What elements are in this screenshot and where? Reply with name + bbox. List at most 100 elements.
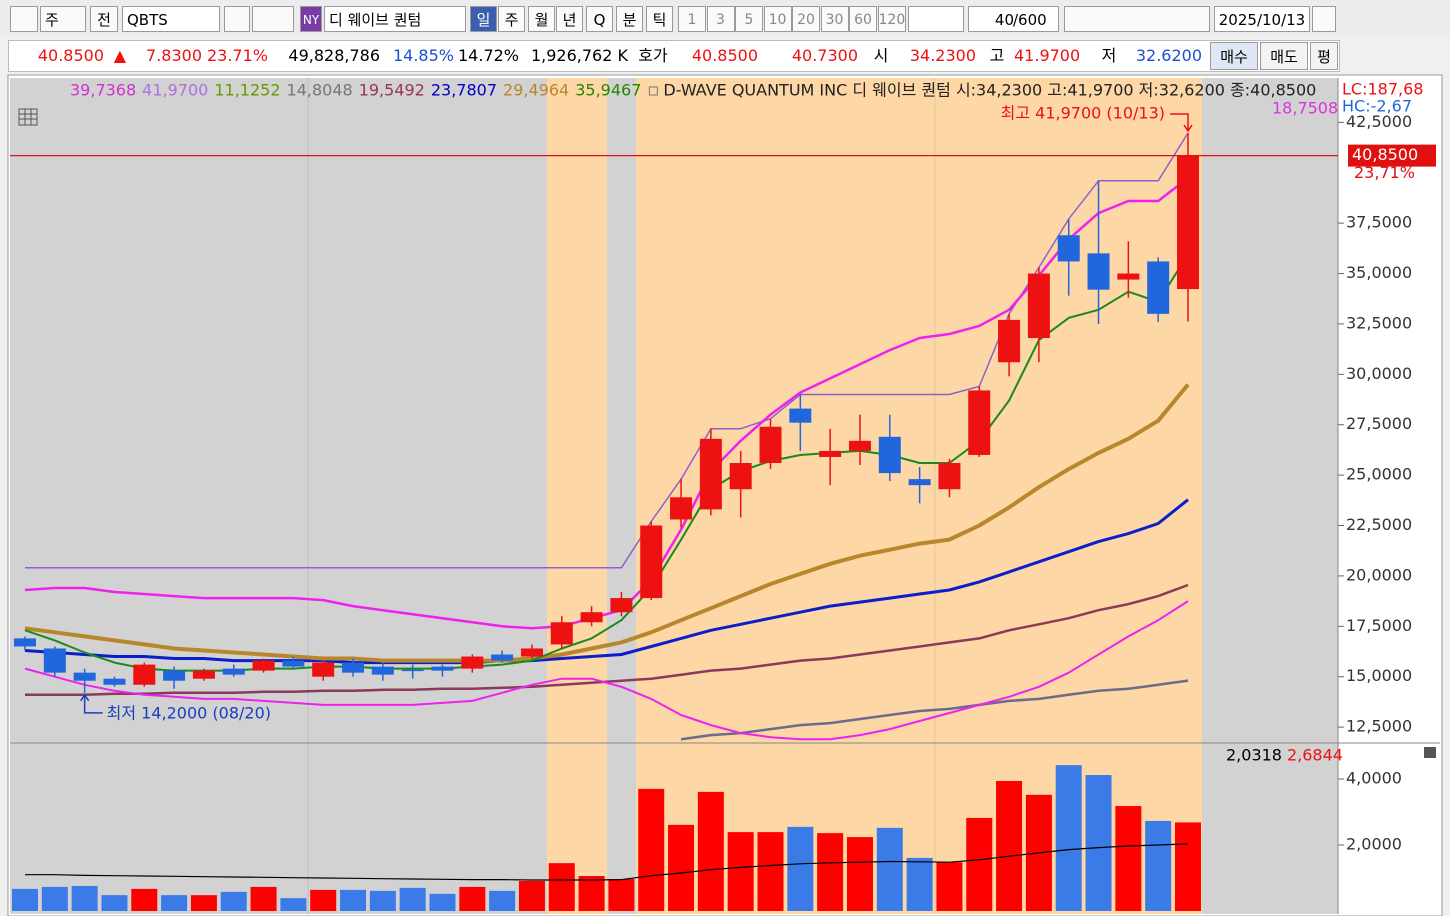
interval-button[interactable]: 분: [616, 6, 643, 32]
volume-bar: [459, 886, 486, 911]
trade-button[interactable]: 매도: [1260, 42, 1308, 70]
minute-button[interactable]: 30: [820, 6, 849, 32]
legend-value: 35,9467: [575, 81, 641, 100]
minute-button[interactable]: 60: [849, 6, 877, 32]
candle-body: [1177, 155, 1199, 290]
volume-bar: [220, 891, 247, 911]
volume-bar: [1145, 820, 1172, 911]
trade-button[interactable]: 매수: [1210, 42, 1258, 70]
interval-button[interactable]: 월: [528, 6, 555, 32]
tool-icons[interactable]: [1064, 6, 1210, 32]
quote-change: 7.8300: [146, 46, 202, 65]
quote-open-label: 시: [873, 46, 889, 65]
calendar[interactable]: [1312, 6, 1336, 32]
minute-button[interactable]: 10: [763, 6, 792, 32]
y-tick-label: 22,5000: [1346, 515, 1412, 534]
candle-body: [163, 670, 186, 681]
trade-button[interactable]: 평: [1310, 42, 1338, 70]
y-tick-label: 4,0000: [1346, 768, 1402, 787]
candle-body: [401, 669, 424, 672]
volume-bar: [399, 887, 426, 911]
interval-button[interactable]: 년: [556, 6, 583, 32]
high-annotation: 최고 41,9700 (10/13): [1001, 104, 1165, 123]
minute-button[interactable]: 5: [735, 6, 763, 32]
indicator-line: [24, 600, 1189, 741]
volume-bar: [697, 791, 724, 911]
candle-body: [1147, 261, 1170, 314]
quote-amount: 1,926,762 K: [530, 46, 628, 65]
quote-open: 34.2300: [909, 46, 976, 65]
search[interactable]: [224, 6, 250, 32]
current-change-label: 23,71%: [1354, 163, 1415, 182]
count[interactable]: 40: [968, 6, 1014, 32]
close-pane[interactable]: [1424, 747, 1436, 758]
volume-bar: [548, 863, 575, 911]
grid-icon-lines: [19, 109, 37, 125]
grid-icon[interactable]: [18, 108, 38, 126]
indicator-label: 18,7508: [1272, 99, 1338, 118]
legend-value: 19,5492: [359, 81, 425, 100]
candle-body: [192, 670, 215, 679]
date[interactable]: 2025/10/13: [1214, 6, 1310, 32]
indicator-label: LC:187,68: [1342, 80, 1423, 99]
y-tick-label: 12,5000: [1346, 717, 1412, 736]
period-type[interactable]: 주: [40, 6, 86, 32]
y-tick-label: 35,0000: [1346, 263, 1412, 282]
volume-bar: [489, 890, 516, 911]
interval-button[interactable]: 틱: [646, 6, 673, 32]
volume-bar: [1055, 765, 1082, 911]
symbol-input[interactable]: QBTS: [122, 6, 220, 32]
quote-high: 41.9700: [1014, 46, 1081, 65]
candle-body: [491, 654, 514, 661]
minute-button[interactable]: 120: [877, 6, 906, 32]
y-tick-label: 15,0000: [1346, 666, 1412, 685]
blank-input[interactable]: [908, 6, 964, 32]
quote-price: 40.8500: [37, 46, 104, 65]
interval-button[interactable]: Q: [586, 6, 613, 32]
volume-bar: [71, 885, 98, 911]
indicator-label: HC:-2,67: [1342, 97, 1412, 116]
market-scope[interactable]: 전: [90, 6, 118, 32]
chart-panel: [7, 74, 1443, 916]
y-tick-label: 17,5000: [1346, 616, 1412, 635]
volume-bar: [310, 889, 337, 911]
volume-bar: [1175, 822, 1201, 911]
menu-icon[interactable]: [10, 6, 38, 32]
y-tick-label: 20,0000: [1346, 565, 1412, 584]
legend-value: 29,4964: [503, 81, 569, 100]
quote-low-label: 저: [1101, 46, 1117, 65]
candle-body: [431, 666, 454, 671]
y-tick-label: 25,0000: [1346, 465, 1412, 484]
minute-button[interactable]: 3: [706, 6, 735, 32]
legend-value: 23,7807: [431, 81, 497, 100]
candle-body: [998, 319, 1021, 363]
legend-value: 11,1252: [214, 81, 280, 100]
interval-button[interactable]: 일: [470, 6, 497, 32]
volume-bar: [966, 817, 993, 911]
sound[interactable]: [252, 6, 294, 32]
minute-button[interactable]: 1: [678, 6, 706, 32]
quote-ask: 40.8500: [691, 46, 758, 65]
candle-body: [282, 660, 305, 667]
indicator-line: [24, 498, 1189, 665]
candle-body: [848, 440, 871, 451]
quote-rate1: 14.85%: [392, 46, 454, 65]
minute-button[interactable]: 20: [792, 6, 820, 32]
interval-button[interactable]: 주: [498, 6, 525, 32]
chart-title: D-WAVE QUANTUM INC 디 웨이브 퀀텀 시:34,2300 고:…: [663, 81, 1316, 100]
volume-bar: [757, 832, 784, 911]
current-price-box: [1348, 144, 1436, 167]
stock-name: 디 웨이브 퀀텀: [324, 6, 466, 32]
candle-body: [222, 668, 245, 675]
indicator-line: [24, 383, 1190, 663]
candle-body: [670, 497, 693, 520]
volume-bar: [1085, 775, 1112, 911]
volume-bar: [727, 832, 754, 911]
volume-bar: [518, 880, 545, 911]
quote-bid: 40.7300: [791, 46, 858, 65]
volume-legend-value: 2,0318: [1226, 746, 1282, 765]
volume-bar: [1025, 794, 1052, 911]
volume-bar: [638, 788, 665, 911]
quote-low: 32.6200: [1135, 46, 1202, 65]
volume-bar: [369, 890, 396, 911]
